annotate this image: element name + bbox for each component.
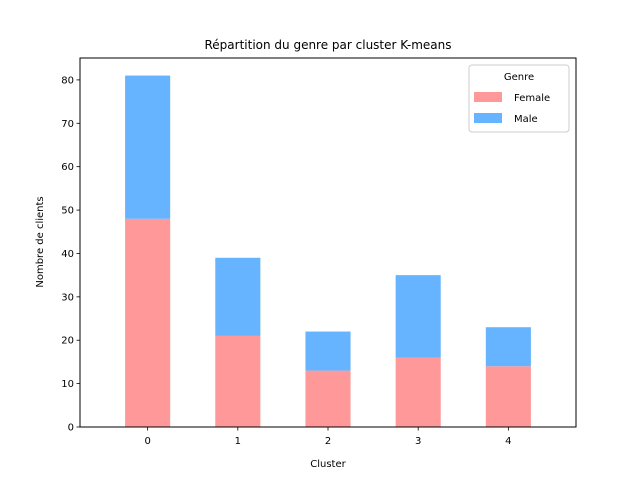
y-tick-label: 70 <box>61 119 74 130</box>
y-tick-label: 80 <box>61 75 74 86</box>
y-axis-label: Nombre de clients <box>35 196 46 287</box>
x-tick-label: 3 <box>415 436 421 447</box>
bar-female-cluster-1 <box>215 335 261 427</box>
y-tick-label: 10 <box>61 379 74 390</box>
bar-male-cluster-0 <box>125 75 171 219</box>
bar-male-cluster-4 <box>485 327 531 367</box>
legend-title: Genre <box>504 72 534 83</box>
x-tick-label: 0 <box>144 436 150 447</box>
y-tick-label: 20 <box>61 336 74 347</box>
y-tick-label: 40 <box>61 249 74 260</box>
y-tick-label: 30 <box>61 292 74 303</box>
x-axis: 0 1 2 3 4 <box>144 427 512 447</box>
y-axis: 0 10 20 30 40 50 60 70 80 <box>61 75 80 434</box>
bars-group <box>125 75 531 427</box>
bar-male-cluster-3 <box>395 275 441 358</box>
bar-male-cluster-1 <box>215 257 261 336</box>
bar-male-cluster-2 <box>305 331 351 371</box>
bar-female-cluster-0 <box>125 218 171 427</box>
legend-swatch-female <box>474 92 502 102</box>
y-tick-label: 0 <box>68 423 74 434</box>
chart-title: Répartition du genre par cluster K-means <box>204 38 451 52</box>
x-tick-label: 1 <box>235 436 241 447</box>
bar-female-cluster-4 <box>485 366 531 427</box>
legend-label-male: Male <box>514 114 538 125</box>
legend-label-female: Female <box>514 93 550 104</box>
legend: Genre Female Male <box>468 64 570 133</box>
x-tick-label: 4 <box>505 436 511 447</box>
bar-female-cluster-2 <box>305 370 351 427</box>
x-tick-label: 2 <box>325 436 331 447</box>
x-axis-label: Cluster <box>310 459 346 470</box>
bar-female-cluster-3 <box>395 357 441 427</box>
legend-swatch-male <box>474 113 502 123</box>
y-tick-label: 50 <box>61 206 74 217</box>
y-tick-label: 60 <box>61 162 74 173</box>
